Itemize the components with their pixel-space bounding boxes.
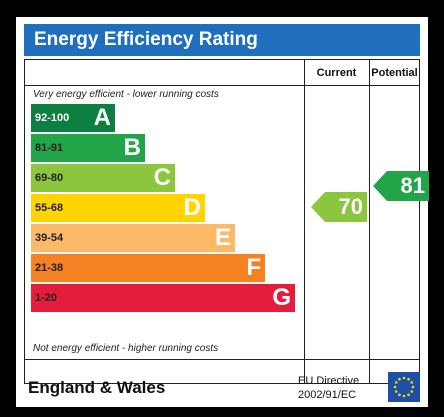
band-e: 39-54 E	[31, 224, 235, 252]
potential-rating-arrow: 81	[373, 171, 429, 201]
band-f: 21-38 F	[31, 254, 265, 282]
band-b-range: 81-91	[35, 142, 64, 154]
rating-frame: Current Potential Very energy efficient …	[24, 59, 429, 384]
band-b: 81-91 B	[31, 134, 145, 162]
eu-flag-star	[394, 390, 398, 393]
band-c: 69-80 C	[31, 164, 175, 192]
band-f-letter: F	[246, 254, 261, 281]
band-b-letter: B	[123, 134, 141, 161]
footer-divider	[25, 359, 419, 360]
potential-column-divider	[369, 60, 370, 383]
band-e-range: 39-54	[35, 232, 64, 244]
potential-column-header: Potential	[371, 67, 418, 79]
potential-rating-value: 81	[400, 173, 425, 198]
current-arrow-shape	[311, 192, 367, 222]
eu-directive-line1: EU Directive	[298, 375, 360, 387]
band-a: 92-100 A	[31, 104, 115, 132]
bottom-caption: Not energy efficient - higher running co…	[33, 343, 219, 354]
eu-flag-star	[410, 390, 414, 393]
eu-flag-star	[394, 381, 398, 384]
band-g-letter: G	[272, 284, 291, 311]
band-a-letter: A	[93, 104, 111, 131]
eu-directive-label: EU Directive 2002/91/EC	[298, 374, 359, 402]
band-g: 1-20 G	[31, 284, 295, 312]
eu-flag-star	[398, 377, 401, 381]
band-f-range: 21-38	[35, 262, 64, 274]
band-d-range: 55-68	[35, 202, 64, 214]
current-rating-value: 70	[338, 194, 363, 219]
current-rating-arrow: 70	[311, 192, 367, 222]
potential-arrow-shape	[373, 171, 429, 201]
eu-flag-star	[402, 394, 406, 398]
eu-flag-star	[402, 376, 406, 380]
band-c-range: 69-80	[35, 172, 64, 184]
eu-flag-icon	[388, 372, 420, 402]
eu-flag-star	[393, 385, 397, 389]
eu-directive-line2: 2002/91/EC	[298, 389, 357, 401]
band-g-range: 1-20	[35, 292, 58, 304]
current-column-header: Current	[316, 67, 357, 79]
eu-flag-star	[407, 377, 410, 381]
header-divider	[25, 85, 419, 86]
epc-panel: Energy Efficiency Rating Current Potenti…	[16, 17, 429, 407]
eu-flag-star	[407, 393, 410, 397]
band-d-letter: D	[183, 194, 201, 221]
eu-flag-star	[398, 393, 401, 397]
band-c-letter: C	[153, 164, 171, 191]
top-caption: Very energy efficient - lower running co…	[33, 89, 219, 100]
eu-flag-star	[410, 381, 414, 384]
chart-title: Energy Efficiency Rating	[24, 24, 420, 56]
band-e-letter: E	[214, 224, 231, 251]
region-label: England & Wales	[28, 378, 166, 397]
current-column-divider	[304, 60, 305, 383]
band-a-range: 92-100	[35, 112, 70, 124]
band-d: 55-68 D	[31, 194, 205, 222]
eu-flag-star	[411, 385, 415, 389]
